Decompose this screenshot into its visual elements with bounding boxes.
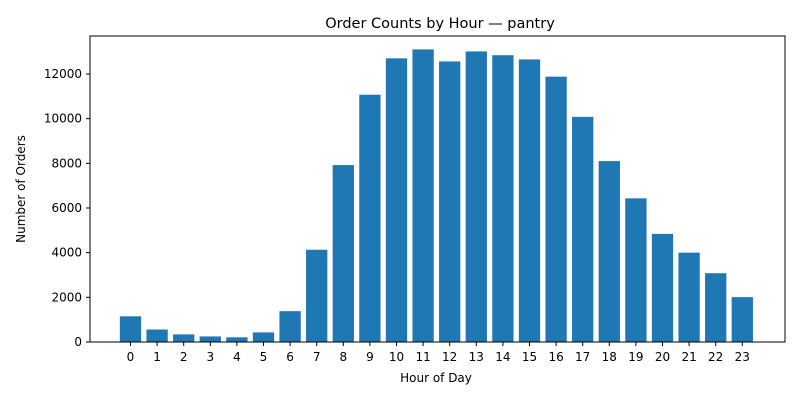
- bar-hour-20: [651, 233, 674, 342]
- bar-hour-8: [332, 165, 354, 342]
- x-tick-label: 18: [602, 350, 617, 364]
- bar-hour-0: [119, 316, 142, 342]
- bar-hour-12: [439, 61, 461, 343]
- x-tick-label: 6: [286, 350, 294, 364]
- x-tick-label: 1: [153, 350, 161, 364]
- y-axis-title: Number of Orders: [14, 135, 28, 243]
- bar-hour-23: [731, 297, 753, 342]
- x-tick-label: 3: [206, 350, 214, 364]
- x-tick-label: 4: [233, 350, 241, 364]
- x-tick-label: 16: [548, 350, 563, 364]
- y-axis-ticks: 0 2000 4000 6000 8000 10000 12000: [44, 67, 90, 349]
- x-axis-ticks: 0 1 2 3 4 5 6 7 8 9 10 11 12 13 14 15 16 17 18 19 20 21 22 23: [127, 342, 750, 364]
- bar-hour-9: [359, 94, 381, 343]
- bar-hour-15: [518, 59, 541, 342]
- bar-hour-3: [199, 336, 221, 342]
- bar-hour-17: [572, 116, 594, 342]
- plot-frame: [89, 35, 786, 343]
- x-tick-label: 12: [442, 350, 457, 364]
- bar-hour-16: [545, 76, 567, 343]
- bar-hour-6: [279, 311, 301, 342]
- bar-hour-19: [625, 198, 647, 342]
- y-tick-label: 4000: [51, 246, 82, 260]
- x-tick-label: 20: [655, 350, 670, 364]
- x-tick-label: 9: [366, 350, 374, 364]
- bar-hour-18: [598, 161, 620, 342]
- x-tick-label: 21: [681, 350, 696, 364]
- x-tick-label: 8: [339, 350, 347, 364]
- bars-group: [119, 49, 753, 343]
- bar-hour-4: [226, 337, 248, 342]
- chart-title: Order Counts by Hour — pantry: [325, 16, 555, 32]
- x-tick-label: 2: [180, 350, 188, 364]
- y-tick-label: 6000: [51, 201, 82, 215]
- x-tick-label: 5: [260, 350, 268, 364]
- x-tick-label: 13: [469, 350, 484, 364]
- x-tick-label: 10: [389, 350, 404, 364]
- bar-hour-11: [412, 49, 434, 343]
- y-tick-label: 8000: [51, 156, 82, 170]
- bar-hour-2: [173, 334, 195, 342]
- bar-hour-7: [306, 249, 328, 342]
- x-tick-label: 19: [628, 350, 643, 364]
- bar-hour-10: [385, 58, 408, 343]
- bar-hour-14: [492, 55, 514, 343]
- x-tick-label: 22: [708, 350, 723, 364]
- x-axis-title: Hour of Day: [400, 371, 472, 385]
- x-tick-label: 23: [735, 350, 750, 364]
- y-tick-label: 2000: [51, 290, 82, 304]
- bar-hour-22: [705, 273, 727, 342]
- x-tick-label: 14: [495, 350, 510, 364]
- x-tick-label: 15: [522, 350, 537, 364]
- y-tick-label: 12000: [44, 67, 82, 81]
- y-tick-label: 0: [74, 335, 82, 349]
- y-tick-label: 10000: [44, 112, 82, 126]
- x-tick-label: 0: [127, 350, 135, 364]
- x-tick-label: 17: [575, 350, 590, 364]
- x-tick-label: 11: [415, 350, 430, 364]
- bar-hour-5: [252, 332, 275, 342]
- x-tick-label: 7: [313, 350, 321, 364]
- bar-hour-13: [465, 51, 487, 342]
- bar-hour-21: [678, 252, 700, 342]
- bar-hour-1: [146, 329, 168, 342]
